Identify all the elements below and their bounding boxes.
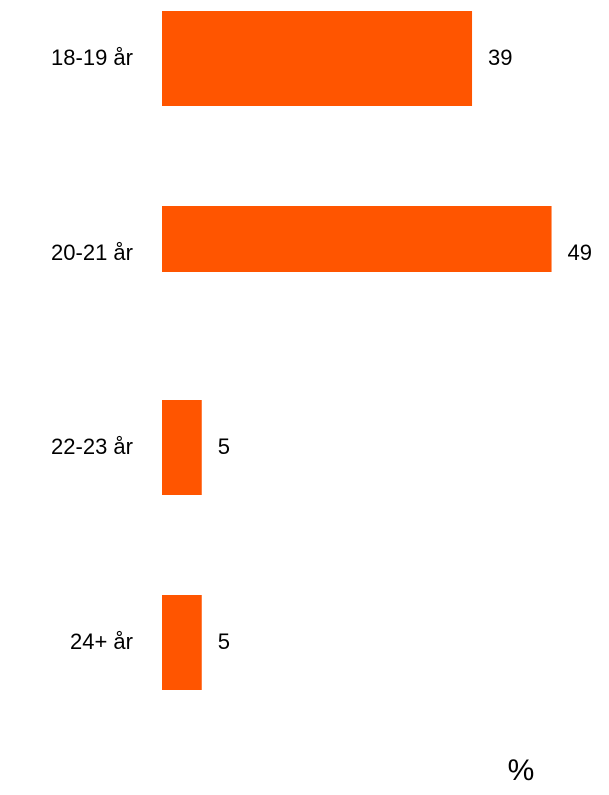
- category-label: 24+ år: [70, 629, 133, 654]
- value-label: 5: [218, 629, 230, 654]
- bar: [162, 11, 473, 106]
- category-label: 20-21 år: [51, 240, 133, 265]
- bar: [162, 206, 552, 272]
- value-label: 5: [218, 434, 230, 459]
- bar: [162, 400, 202, 495]
- value-label: 49: [568, 240, 592, 265]
- category-label: 18-19 år: [51, 45, 133, 70]
- category-label: 22-23 år: [51, 434, 133, 459]
- value-label: 39: [488, 45, 512, 70]
- bar: [162, 595, 202, 690]
- axis-label: %: [508, 754, 535, 787]
